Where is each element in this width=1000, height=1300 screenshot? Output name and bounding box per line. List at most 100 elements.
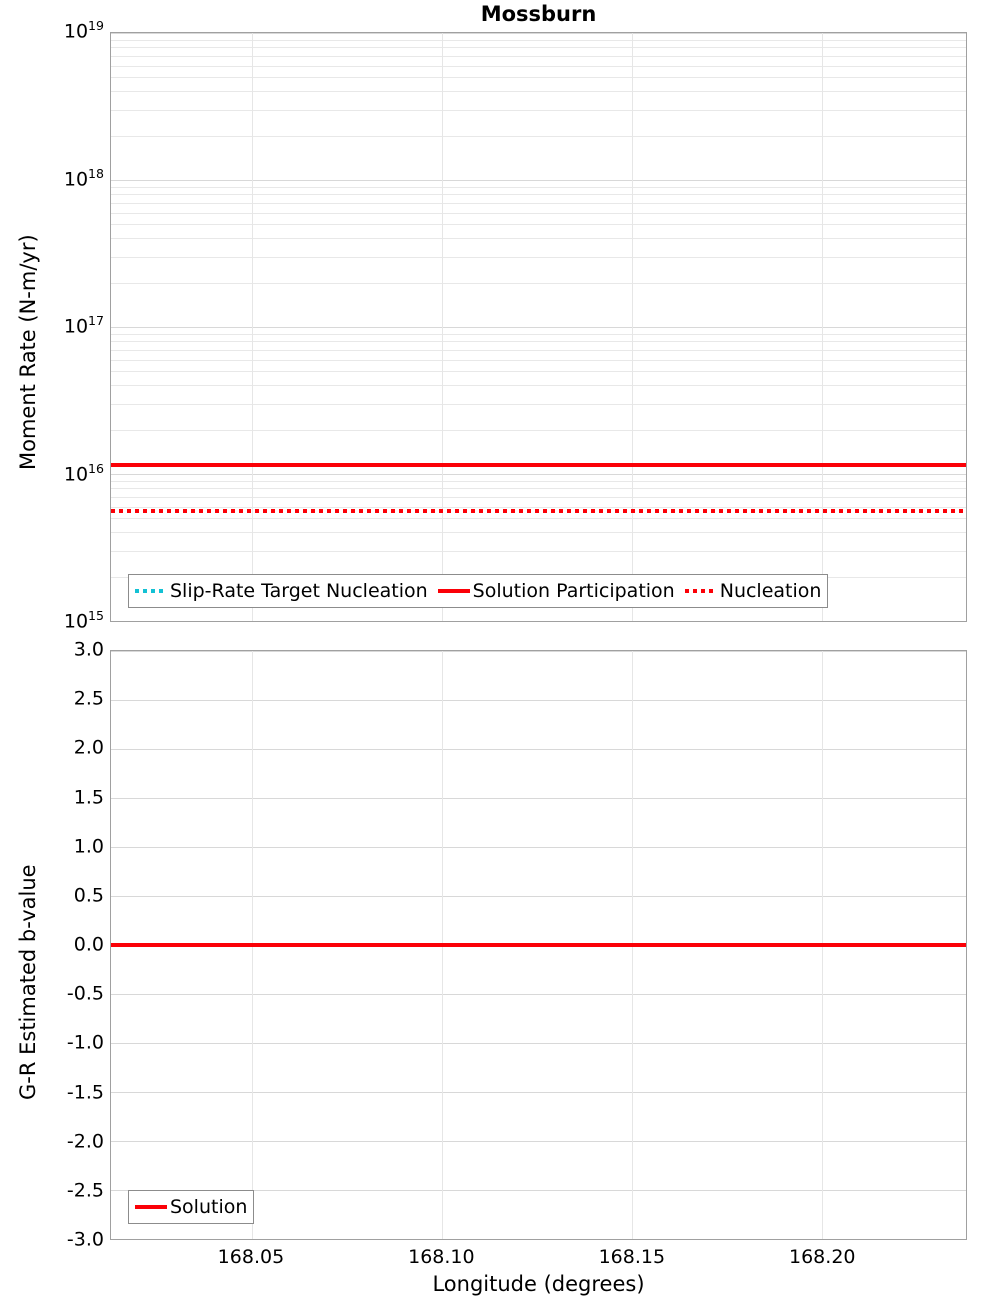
gridline-horizontal <box>111 749 966 750</box>
y-tick-label: -1.0 <box>66 1031 104 1054</box>
gridline-horizontal <box>111 1141 966 1142</box>
y-tick-label: 1016 <box>63 460 104 485</box>
legend-bottom[interactable]: Solution <box>128 1190 255 1224</box>
y-axis-ticks-top: 1019 1018 1017 1016 1015 <box>0 19 104 631</box>
legend-line-swatch-icon <box>135 1205 167 1209</box>
legend-line-swatch-icon <box>684 589 717 593</box>
gridline-horizontal <box>111 186 966 188</box>
gridline-horizontal <box>111 359 966 361</box>
x-tick-label: 168.20 <box>789 1246 856 1268</box>
y-axis-label-top: Moment Rate (N-m/yr) <box>16 234 40 470</box>
page-title: Mossburn <box>480 2 597 26</box>
gridline-vertical <box>441 33 443 621</box>
y-tick-label: 1017 <box>63 313 104 338</box>
gridline-horizontal <box>111 798 966 799</box>
gridline-vertical <box>251 33 253 621</box>
gridline-horizontal <box>111 33 966 34</box>
y-tick-label: 2.0 <box>73 736 104 759</box>
gridline-vertical <box>821 33 823 621</box>
legend-top[interactable]: Slip-Rate Target Nucleation Solution Part… <box>128 574 829 608</box>
gridline-horizontal <box>111 77 966 79</box>
y-axis-label-bottom: G-R Estimated b-value <box>16 864 40 1100</box>
grid-lines-top <box>111 33 966 621</box>
y-tick-label: 3.0 <box>73 638 104 661</box>
series-line-nucleation <box>111 509 966 514</box>
moment-rate-plot-area <box>110 32 967 622</box>
gridline-horizontal <box>111 109 966 111</box>
y-tick-label: 0.5 <box>73 884 104 907</box>
y-tick-label: 1019 <box>63 18 104 43</box>
x-tick-label: 168.05 <box>217 1246 285 1268</box>
data-series-top <box>111 33 966 621</box>
gridline-horizontal <box>111 496 966 498</box>
gridline-horizontal <box>111 180 966 181</box>
gridline-horizontal <box>111 238 966 240</box>
legend-label: Solution Participation <box>472 580 675 602</box>
gridline-horizontal <box>111 474 966 475</box>
gridline-horizontal <box>111 39 966 41</box>
gridline-horizontal <box>111 896 966 897</box>
gridline-horizontal <box>111 135 966 137</box>
gridline-horizontal <box>111 651 966 652</box>
legend-bottom-entry-solution[interactable]: Solution <box>135 1196 247 1218</box>
gridline-horizontal <box>111 194 966 196</box>
gridline-horizontal <box>111 385 966 387</box>
gridline-horizontal <box>111 202 966 204</box>
series-line-solution-participation <box>111 463 966 468</box>
gridline-horizontal <box>111 212 966 214</box>
gridline-vertical <box>631 33 633 621</box>
legend-line-swatch-icon <box>437 589 470 593</box>
gridline-horizontal <box>111 1043 966 1044</box>
y-tick-label: -0.5 <box>66 982 104 1005</box>
x-axis-label: Longitude (degrees) <box>432 1272 645 1296</box>
legend-label: Nucleation <box>719 580 822 602</box>
y-tick-label: 1.5 <box>73 786 104 808</box>
gridline-horizontal <box>111 371 966 373</box>
y-tick-label: -1.5 <box>66 1081 104 1103</box>
gridline-horizontal <box>111 994 966 995</box>
gridline-horizontal <box>111 282 966 284</box>
legend-label: Solution <box>170 1196 248 1218</box>
gridline-horizontal <box>111 256 966 258</box>
gridline-horizontal <box>111 429 966 431</box>
gridline-horizontal <box>111 1239 966 1240</box>
x-tick-label: 168.10 <box>408 1246 475 1268</box>
legend-label: Slip-Rate Target Nucleation <box>170 580 428 602</box>
b-value-plot-area <box>110 650 967 1240</box>
gridline-horizontal <box>111 65 966 67</box>
y-tick-label: 1.0 <box>73 835 104 858</box>
legend-top-entry-solution-participation[interactable]: Solution Participation <box>437 580 685 602</box>
y-tick-label: -2.0 <box>66 1130 104 1153</box>
gridline-horizontal <box>111 47 966 49</box>
y-tick-label: 0.0 <box>73 933 104 956</box>
y-tick-label: 2.5 <box>73 687 104 710</box>
gridline-horizontal <box>111 349 966 351</box>
gridline-horizontal <box>111 506 966 508</box>
gridline-horizontal <box>111 55 966 57</box>
series-line-solution <box>111 943 966 947</box>
gridline-horizontal <box>111 532 966 534</box>
gridline-horizontal <box>111 403 966 405</box>
gridline-horizontal <box>111 327 966 328</box>
y-tick-label: 1015 <box>63 608 104 633</box>
gridline-horizontal <box>111 1190 966 1191</box>
y-tick-label: -2.5 <box>66 1179 104 1202</box>
gridline-horizontal <box>111 333 966 335</box>
gridline-horizontal <box>111 488 966 490</box>
gridline-horizontal <box>111 341 966 343</box>
gridline-horizontal <box>111 518 966 520</box>
legend-line-swatch-icon <box>135 589 167 593</box>
x-tick-label: 168.15 <box>598 1246 666 1268</box>
legend-top-entry-slip-rate-target-nucleation[interactable]: Slip-Rate Target Nucleation <box>135 580 438 602</box>
gridline-horizontal <box>111 621 966 622</box>
y-tick-label: 1018 <box>63 165 104 190</box>
gridline-horizontal <box>111 550 966 552</box>
gridline-horizontal <box>111 1092 966 1093</box>
legend-top-entry-nucleation[interactable]: Nucleation <box>684 580 822 602</box>
data-series-bottom <box>111 651 966 1239</box>
gridline-horizontal <box>111 224 966 226</box>
y-axis-ticks-bottom: 3.0 2.5 2.0 1.5 1.0 0.5 0.0 -0.5 -1.0 -1.5 -2.0 -2.… <box>0 640 104 1249</box>
gridline-horizontal <box>111 480 966 482</box>
gridline-horizontal <box>111 91 966 93</box>
